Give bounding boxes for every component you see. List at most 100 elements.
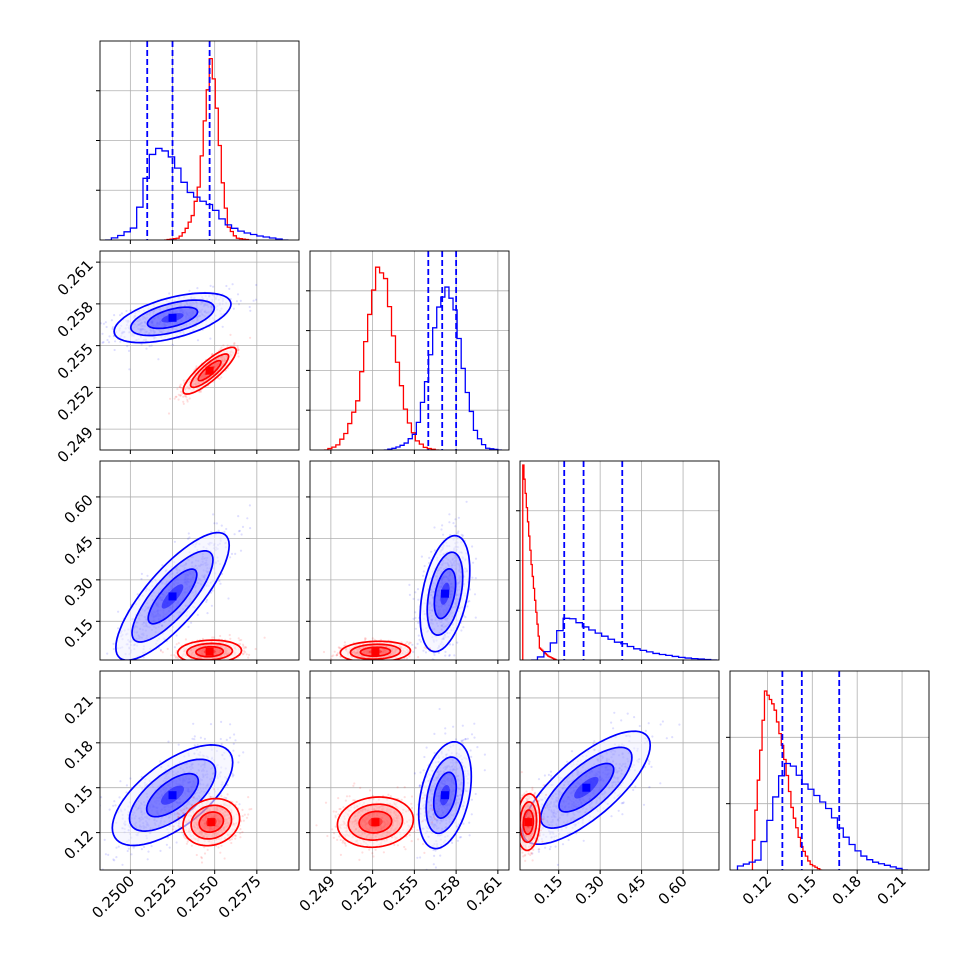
- scatter-point-blue: [242, 751, 245, 754]
- scatter-point-blue: [417, 634, 420, 637]
- scatter-point-red: [175, 643, 178, 646]
- scatter-point-blue: [113, 314, 116, 317]
- contour-red-2: [359, 646, 392, 658]
- scatter-point-red: [177, 398, 180, 401]
- scatter-point-blue: [213, 522, 216, 525]
- scatter-point-blue: [100, 322, 102, 325]
- scatter-point-red: [211, 636, 214, 639]
- scatter-point-red: [247, 656, 250, 659]
- scatter-point-blue: [106, 338, 109, 342]
- scatter-point-red: [228, 633, 231, 637]
- scatter-point-blue: [111, 326, 114, 329]
- scatter-point-blue: [134, 661, 136, 663]
- scatter-point-blue: [168, 846, 171, 849]
- scatter-point-red: [177, 642, 180, 645]
- scatter-point-blue: [193, 735, 196, 738]
- scatter-point-red: [333, 650, 336, 653]
- scatter-point-red: [407, 642, 410, 646]
- histogram-panel-0: [96, 40, 300, 241]
- scatter-point-red: [345, 661, 347, 663]
- scatter-point-red: [238, 639, 241, 642]
- scatter-point-blue: [148, 345, 151, 348]
- contour-blue-0: [115, 531, 231, 660]
- scatter-point-red: [204, 661, 206, 663]
- scatter-point-blue: [225, 527, 228, 531]
- scatter-point-red: [161, 651, 164, 654]
- scatter-point-blue: [187, 532, 190, 535]
- scatter-point-red: [352, 661, 354, 663]
- scatter-point-red: [363, 637, 367, 640]
- contour-blue-2: [146, 306, 199, 330]
- scatter-point-blue: [444, 650, 447, 654]
- scatter-point-blue: [468, 600, 471, 603]
- scatter-point-blue: [420, 660, 422, 662]
- scatter-point-red: [254, 647, 257, 651]
- contour-blue-1: [426, 551, 464, 636]
- scatter-point-red: [179, 394, 182, 397]
- scatter-point-blue: [449, 534, 452, 537]
- scatter-point-red: [242, 645, 245, 648]
- scatter-point-red: [218, 377, 221, 380]
- scatter-point-blue: [232, 749, 235, 752]
- scatter-point-red: [220, 376, 223, 379]
- scatter-point-blue: [235, 300, 238, 303]
- scatter-point-blue: [120, 661, 122, 663]
- scatter-point-blue: [196, 613, 199, 617]
- scatter-point-red: [387, 663, 389, 665]
- scatter-point-red: [166, 647, 169, 651]
- scatter-point-red: [168, 662, 170, 664]
- scatter-point-blue: [453, 654, 456, 657]
- scatter-point-red: [330, 658, 333, 660]
- scatter-point-blue: [220, 572, 224, 576]
- contour-red-1: [186, 642, 234, 660]
- scatter-point-red: [417, 656, 420, 659]
- scatter-point-red: [237, 348, 240, 351]
- scatter-point-blue: [433, 526, 436, 529]
- scatter-point-blue: [422, 649, 425, 652]
- scatter-point-blue: [446, 677, 448, 679]
- scatter-point-blue: [444, 654, 447, 657]
- scatter-point-blue: [225, 797, 228, 800]
- scatter-point-red: [163, 662, 165, 664]
- scatter-point-red: [332, 654, 335, 657]
- scatter-point-red: [217, 662, 219, 664]
- scatter-point-blue: [117, 610, 120, 613]
- scatter-point-blue: [412, 617, 415, 620]
- scatter-point-blue: [114, 340, 117, 343]
- scatter-point-blue: [233, 733, 236, 736]
- histogram-panel-1: [306, 250, 510, 451]
- scatter-point-blue: [234, 739, 237, 742]
- scatter-point-blue: [173, 646, 176, 649]
- scatter-point-blue: [132, 846, 135, 849]
- scatter-point-blue: [108, 808, 111, 811]
- histogram-panel-2: [516, 460, 720, 661]
- scatter-point-blue: [188, 536, 191, 539]
- scatter-point-red: [371, 637, 374, 640]
- scatter-point-blue: [454, 518, 457, 521]
- scatter-point-blue: [232, 742, 235, 745]
- scatter-point-blue: [120, 312, 123, 315]
- scatter-point-blue: [129, 309, 132, 312]
- scatter-point-blue: [229, 736, 232, 739]
- scatter-point-blue: [146, 574, 149, 577]
- scatter-point-red: [382, 661, 384, 663]
- joint-panel-2-1: [309, 460, 510, 679]
- scatter-point-blue: [87, 853, 89, 855]
- scatter-point-blue: [136, 593, 139, 596]
- scatter-point-blue: [232, 307, 235, 310]
- scatter-point-blue: [196, 744, 199, 747]
- scatter-point-blue: [220, 524, 223, 527]
- scatter-point-red: [226, 344, 229, 347]
- scatter-point-blue: [468, 588, 472, 591]
- scatter-point-red: [336, 653, 339, 656]
- scatter-point-blue: [187, 625, 190, 629]
- scatter-point-blue: [113, 348, 116, 352]
- scatter-point-red: [339, 647, 342, 650]
- scatter-point-red: [175, 656, 178, 659]
- scatter-point-red: [384, 665, 386, 667]
- scatter-point-red: [343, 641, 346, 644]
- scatter-point-blue: [441, 524, 444, 527]
- density-peak-red: [371, 647, 380, 656]
- scatter-point-blue: [254, 298, 258, 301]
